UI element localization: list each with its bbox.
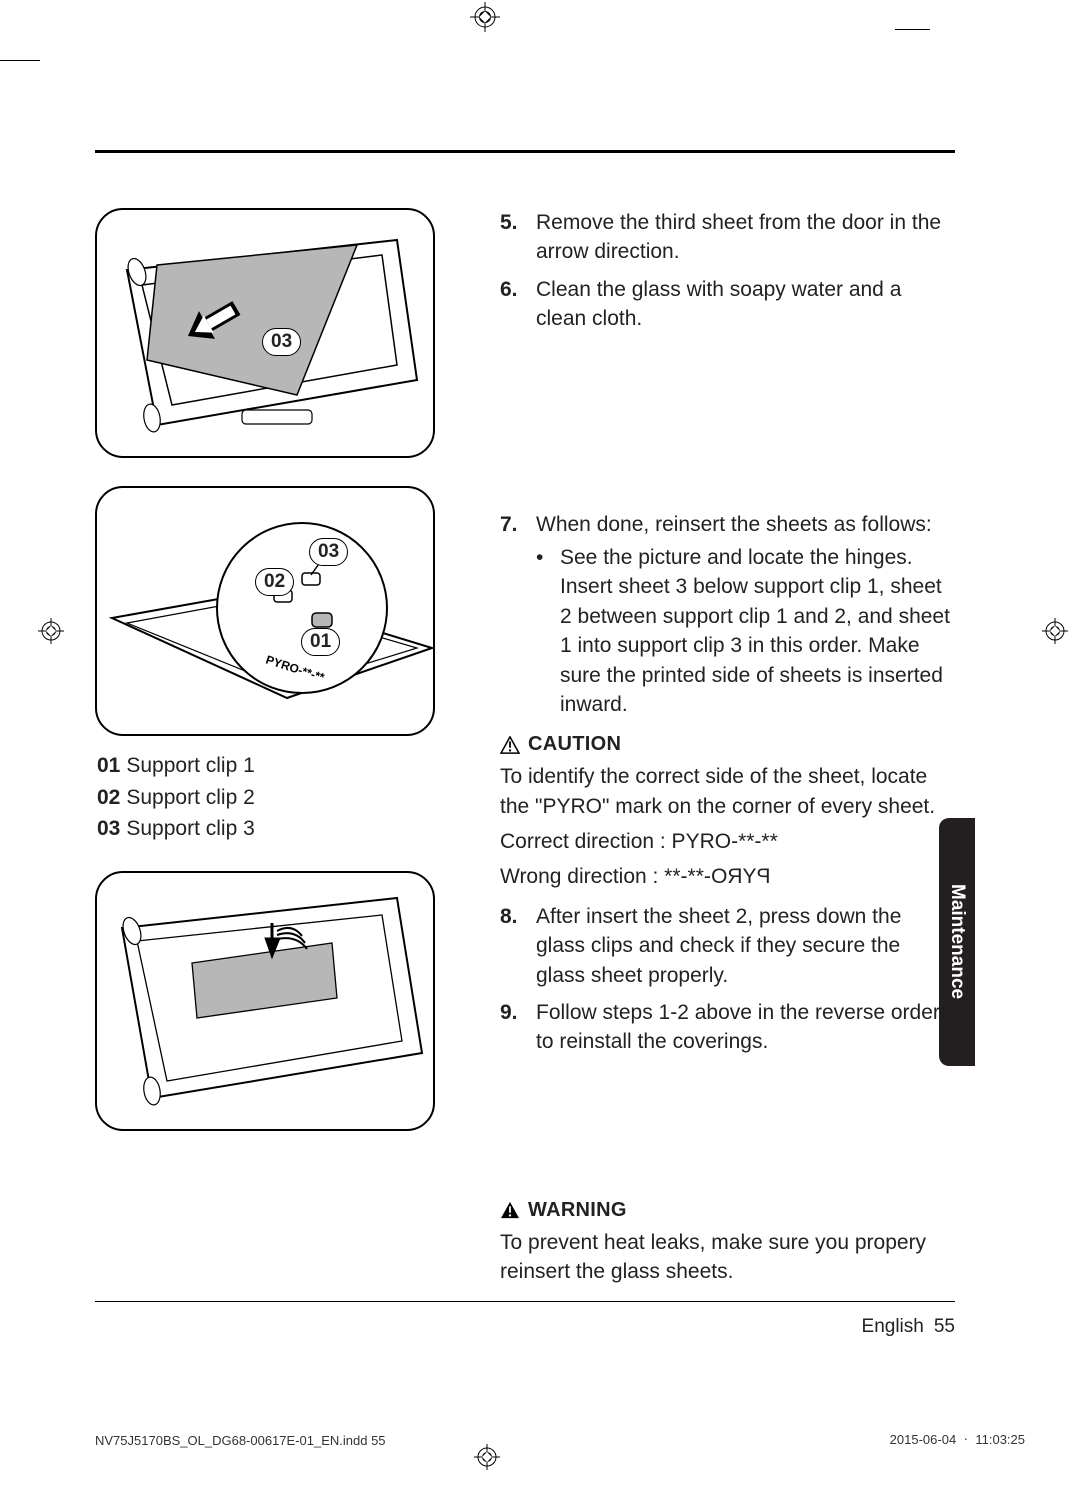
caution-heading: CAUTION [500,733,955,756]
crop-mark [0,60,40,61]
step-number: 8. [500,902,526,990]
registration-mark-left [38,618,64,644]
figure-callout-01: 01 [301,628,340,656]
legend-num: 01 [97,754,120,777]
figure-callout-03: 03 [262,328,301,356]
legend-text: Support clip 3 [126,817,254,840]
section-tab-label: Maintenance [946,884,968,999]
step-number: 6. [500,275,526,334]
figure-remove-sheet: 03 [95,208,435,458]
registration-mark-right [1042,618,1068,644]
step-number: 7. [500,510,526,720]
registration-mark-bottom [474,1444,500,1470]
page-content: 03 PYRO-**-** 0 [95,60,975,1400]
caution-title: CAUTION [528,733,621,756]
caution-text: Wrong direction : **-**-PYRO [500,862,955,891]
footer-rule [95,1301,955,1302]
figure-legend: 01 Support clip 1 02 Support clip 2 03 Supp… [97,750,460,845]
footer-file: NV75J5170BS_OL_DG68-00617E-01_EN.indd 55 [95,1433,386,1448]
step-number: 5. [500,208,526,267]
legend-text: Support clip 2 [126,786,254,809]
legend-num: 02 [97,786,120,809]
step-text: Follow steps 1-2 above in the reverse or… [536,998,955,1057]
warning-text: To prevent heat leaks, make sure you pro… [500,1228,955,1287]
step-text: Remove the third sheet from the door in … [536,208,955,267]
steps-list-b: 7. When done, reinsert the sheets as fol… [500,510,955,720]
substep-text: See the picture and locate the hinges. I… [560,543,955,719]
crop-mark [895,29,930,30]
footer-timestamp: 2015-06-04 ㆍ 11:03:25 [890,1429,1025,1448]
page-number: 55 [934,1316,955,1337]
footer-language: English55 [95,1316,955,1338]
legend-num: 03 [97,817,120,840]
steps-list-a: 5.Remove the third sheet from the door i… [500,208,955,334]
warning-icon [500,1201,520,1219]
figure-support-clips: PYRO-**-** 03 02 01 [95,486,435,736]
legend-text: Support clip 1 [126,754,254,777]
caution-icon [500,736,520,754]
warning-heading: WARNING [500,1199,955,1222]
warning-title: WARNING [528,1199,627,1222]
caution-text: To identify the correct side of the shee… [500,762,955,821]
step-text: When done, reinsert the sheets as follow… [536,513,932,536]
bullet-icon: • [536,543,550,719]
figure-callout-03: 03 [309,538,348,566]
step-number: 9. [500,998,526,1057]
header-rule [95,150,955,153]
caution-text: Correct direction : PYRO-**-** [500,827,955,856]
registration-mark-top [470,2,500,32]
steps-list-c: 8.After insert the sheet 2, press down t… [500,902,955,1057]
figure-callout-02: 02 [255,568,294,596]
figure-press-clips [95,871,435,1131]
step-text: After insert the sheet 2, press down the… [536,902,955,990]
section-tab: Maintenance [939,818,975,1066]
step-text: Clean the glass with soapy water and a c… [536,275,955,334]
